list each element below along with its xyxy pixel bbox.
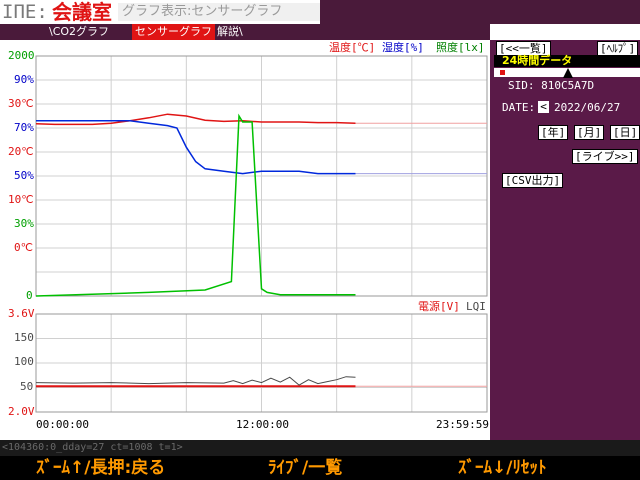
lqi-line: [35, 376, 356, 386]
month-button[interactable]: [月]: [574, 125, 605, 140]
x-tick-label: 23:59:59: [436, 418, 489, 431]
y-tick-label: 2000: [8, 49, 35, 62]
mouse-cursor-icon: [563, 68, 573, 78]
y-tick-label: 3.6V: [8, 307, 35, 320]
zoom-out-reset-button[interactable]: ｽﾞｰﾑ↓/ﾘｾｯﾄ: [458, 458, 547, 478]
title-bar-fill: [320, 0, 640, 24]
y-tick-label: 70%: [14, 121, 34, 134]
zoom-in-back-button[interactable]: ｽﾞｰﾑ↑/長押:戻る: [36, 458, 166, 478]
right-panel: [490, 40, 640, 440]
year-button[interactable]: [年]: [538, 125, 569, 140]
legend-illuminance: 照度[lx]: [436, 41, 485, 54]
y-tick-label: 30℃: [8, 97, 34, 110]
status-bar: [0, 440, 640, 456]
live-button[interactable]: [ライブ>>]: [572, 149, 638, 164]
y-tick-label: 100: [14, 355, 34, 368]
bottom-chart-series: [35, 376, 487, 388]
date-label: DATE:: [502, 101, 536, 114]
top-chart-series: [35, 113, 487, 297]
y-tick-label: 50: [20, 380, 34, 393]
y-tick-label: 30%: [14, 217, 34, 230]
y-tick-label: 90%: [14, 73, 34, 86]
sensor-id: SID: 810C5A7D: [508, 79, 595, 92]
live-list-button[interactable]: ﾗｲﾌﾞ/一覧: [268, 458, 343, 478]
y-tick-label: 0: [26, 289, 33, 302]
previous-day-icon[interactable]: <: [538, 101, 549, 113]
bottom-chart-frame: [35, 313, 488, 413]
title-subtitle: グラフ表示:センサーグラフ: [118, 3, 322, 21]
legend-temperature: 温度[℃]: [329, 41, 376, 54]
mode-label: 24時間データ: [502, 54, 573, 67]
list-button[interactable]: [<<一覧]: [496, 41, 551, 56]
x-tick-label: 12:00:00: [236, 418, 289, 431]
help-button[interactable]: [ﾍﾙﾌﾟ]: [597, 41, 639, 56]
temperature-line: [35, 113, 356, 126]
tab-sensor-graph[interactable]: センサーグラフ: [132, 24, 215, 40]
illuminance-line: [35, 113, 356, 297]
bottom-button-bar: [0, 456, 640, 480]
tab-bar: [0, 24, 490, 40]
y-tick-label: 2.0V: [8, 405, 35, 418]
top-chart-frame: [35, 55, 488, 297]
y-tick-label: 20℃: [8, 145, 34, 158]
humidity-line: [36, 120, 356, 175]
page-title: 会議室: [52, 0, 112, 24]
bottom-chart-grid: [36, 314, 487, 412]
range-slider-handle[interactable]: [500, 70, 505, 75]
date-value: 2022/06/27: [554, 101, 621, 114]
legend-voltage: 電源[V]: [418, 300, 460, 313]
tab-co2-graph[interactable]: \CO2グラフ: [49, 25, 110, 38]
csv-export-button[interactable]: [CSV出力]: [502, 173, 564, 188]
mode-bar: [494, 55, 640, 67]
legend-humidity: 湿度[%]: [382, 41, 424, 54]
y-tick-label: 150: [14, 331, 34, 344]
y-tick-label: 50%: [14, 169, 34, 182]
sensor-chart: [0, 40, 490, 440]
legend-lqi: LQI: [466, 300, 486, 313]
top-chart-grid: [36, 56, 487, 296]
x-tick-label: 00:00:00: [36, 418, 89, 431]
title-prefix: IΠE:: [2, 1, 48, 23]
y-tick-label: 10℃: [8, 193, 34, 206]
tab-explanation[interactable]: 解説\: [217, 25, 243, 38]
status-text: <104360:0_dday=27 ct=1008 t=1>: [2, 442, 183, 453]
day-button[interactable]: [日]: [610, 125, 640, 140]
y-tick-label: 0℃: [14, 241, 33, 254]
